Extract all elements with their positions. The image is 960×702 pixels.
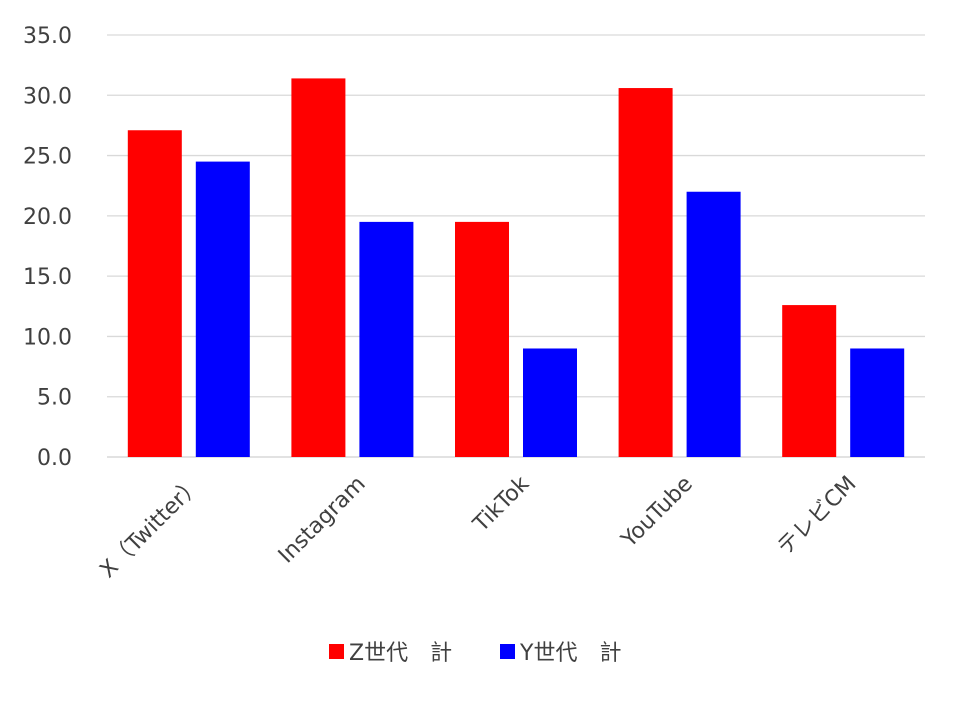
bar-y-gen: [686, 191, 741, 457]
x-category-label: TikTok: [468, 471, 534, 537]
x-category-label: テレビCM: [773, 472, 862, 561]
legend-label: Y世代 計: [519, 641, 621, 666]
y-axis-ticks: 0.0 5.0 10.0 15.0 20.0 25.0 30.0 35.0: [23, 24, 72, 471]
legend: Z世代 計 Y世代 計: [329, 641, 621, 666]
y-tick-label: 30.0: [23, 84, 72, 109]
bar-z-gen: [782, 305, 837, 457]
x-category-label: YouTube: [616, 472, 698, 554]
legend-label: Z世代 計: [349, 641, 452, 666]
y-tick-label: 10.0: [23, 325, 72, 350]
bar-z-gen: [455, 221, 509, 457]
bar-y-gen: [850, 348, 905, 457]
bars: [127, 78, 905, 458]
y-tick-label: 0.0: [37, 446, 72, 471]
legend-swatch: [329, 644, 344, 659]
y-tick-label: 20.0: [23, 205, 72, 230]
bar-y-gen: [195, 161, 250, 457]
bar-y-gen: [359, 221, 414, 457]
bar-z-gen: [291, 78, 346, 458]
x-category-label: Instagram: [274, 472, 371, 569]
bar-z-gen: [127, 130, 182, 457]
legend-swatch: [500, 644, 515, 659]
bar-y-gen: [523, 348, 577, 457]
x-axis-labels: X（Twitter） Instagram TikTok YouTube テレビCM: [95, 471, 861, 583]
x-category-label: X（Twitter）: [95, 472, 207, 584]
y-tick-label: 25.0: [23, 145, 72, 170]
y-tick-label: 35.0: [23, 24, 72, 49]
y-tick-label: 15.0: [23, 265, 72, 290]
y-tick-label: 5.0: [37, 386, 72, 411]
bar-z-gen: [618, 88, 673, 458]
